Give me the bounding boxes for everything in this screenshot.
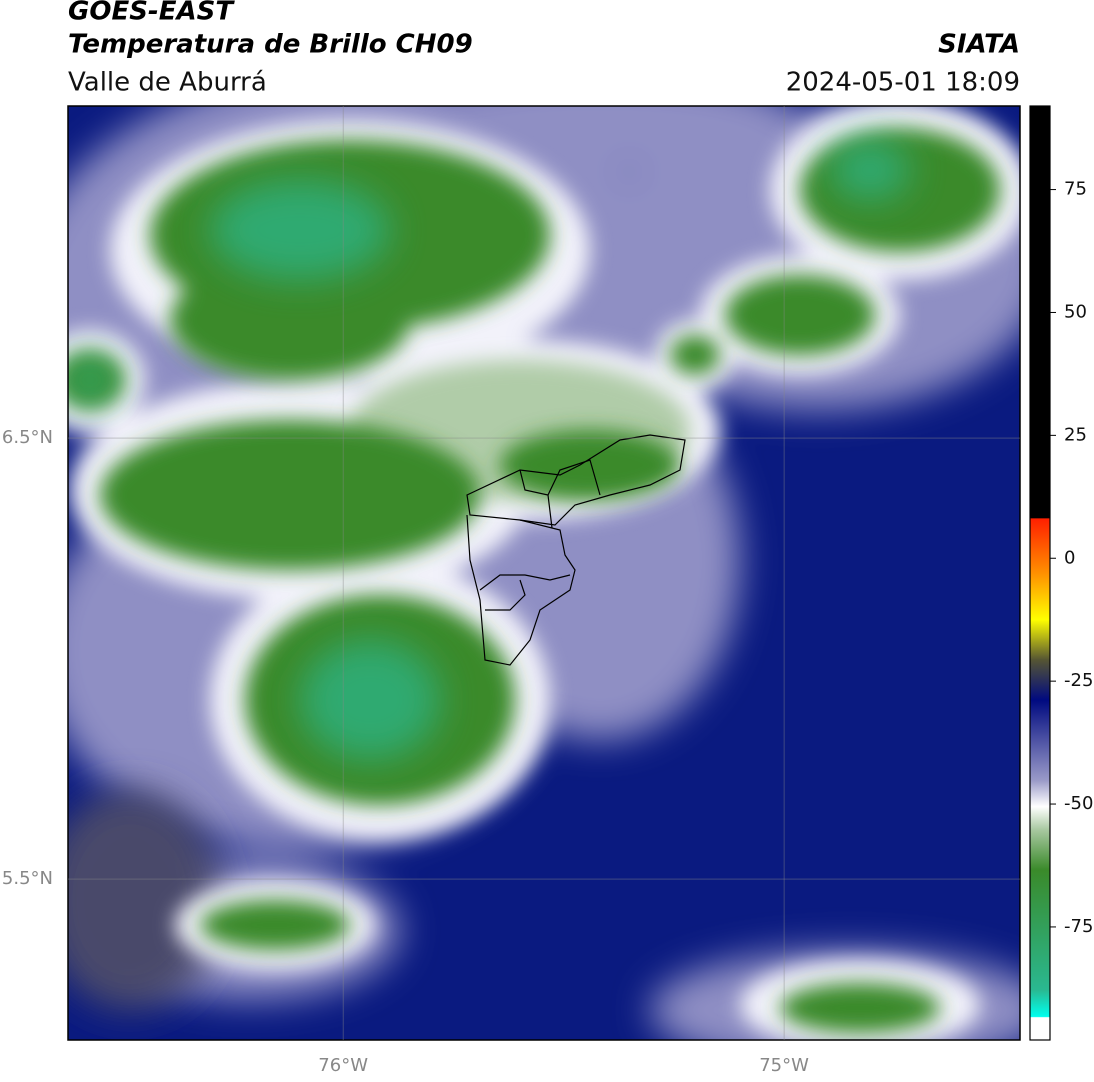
map-frame <box>67 105 1021 1041</box>
colorbar-tick-label: -75 <box>1064 916 1093 937</box>
x-tick-label: 76°W <box>318 1055 368 1076</box>
colorbar-tick-label: -50 <box>1064 793 1093 814</box>
colorbar-tick-label: 75 <box>1064 179 1087 200</box>
x-tick-label: 75°W <box>759 1055 809 1076</box>
colorbar-tick-label: 50 <box>1064 301 1087 322</box>
municipal-boundaries <box>466 434 686 666</box>
y-tick-label: 5.5°N <box>2 868 53 889</box>
satellite: GOES-EAST <box>68 0 235 27</box>
colorbar <box>1029 105 1051 1041</box>
colorbar-tick-label: 0 <box>1064 547 1075 568</box>
y-tick-label: 6.5°N <box>2 427 53 448</box>
region: Valle de Aburrá <box>68 68 267 98</box>
product: Temperatura de Brillo CH09 <box>68 30 473 60</box>
colorbar-tick-label: 25 <box>1064 424 1087 445</box>
colorbar-tick-label: -25 <box>1064 670 1093 691</box>
agency: SIATA <box>938 30 1020 60</box>
satellite-image <box>68 106 1020 1040</box>
datetime: 2024-05-01 18:09 <box>786 68 1020 98</box>
